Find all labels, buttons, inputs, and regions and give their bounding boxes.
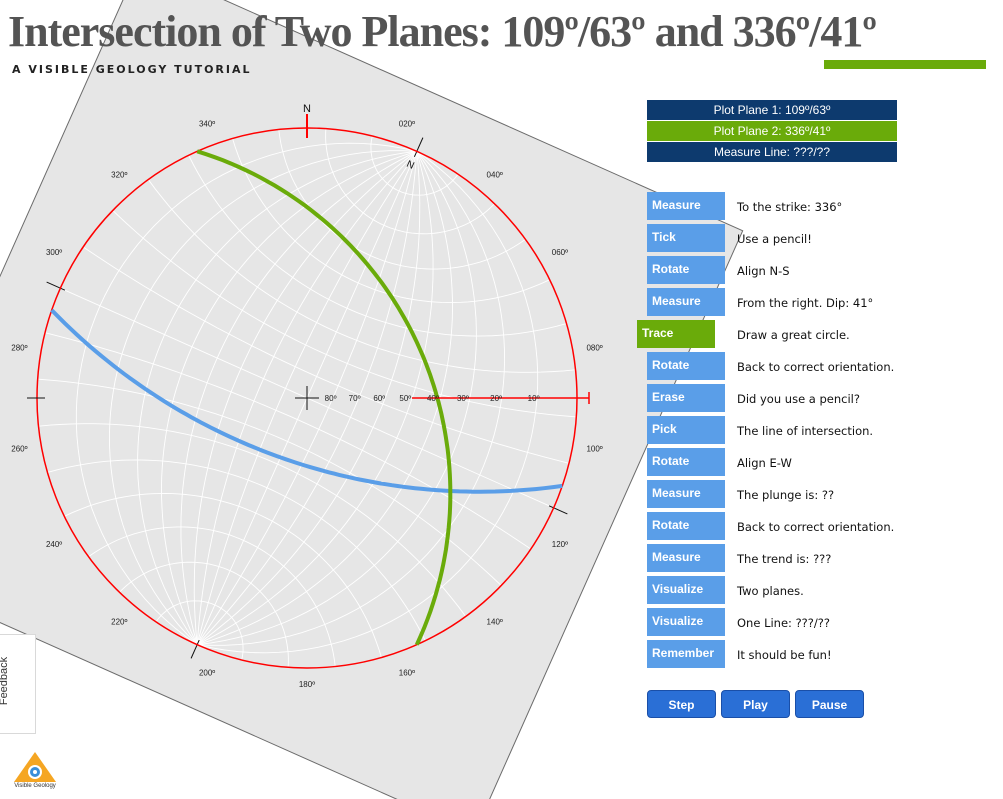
step-row: Visualize Two planes.: [637, 576, 997, 604]
overlay-north-tick: [413, 137, 424, 158]
legend-plane-1: Plot Plane 1: 109º/63º: [647, 100, 897, 121]
overlay-tick: [548, 505, 568, 515]
step-row: Tick Use a pencil!: [637, 224, 997, 252]
north-label: N: [303, 103, 311, 115]
step-button-measure[interactable]: Measure: [647, 544, 725, 572]
dip-scale-label: 10º: [528, 394, 540, 403]
dip-scale-label: 60º: [373, 394, 385, 403]
step-row: Rotate Align N-S: [637, 256, 997, 284]
step-description: Two planes.: [737, 584, 804, 598]
title-underline: [824, 60, 986, 69]
pause-button[interactable]: Pause: [795, 690, 864, 718]
plane-1-great-circle: [50, 308, 563, 494]
azimuth-label: 340º: [199, 120, 215, 129]
step-description: Back to correct orientation.: [737, 520, 895, 534]
step-description: It should be fun!: [737, 648, 832, 662]
dip-scale-label: 80º: [325, 394, 337, 403]
step-row: Erase Did you use a pencil?: [637, 384, 997, 412]
azimuth-label: 220º: [111, 618, 127, 627]
step-button-measure[interactable]: Measure: [647, 192, 725, 220]
azimuth-label: 200º: [199, 668, 215, 677]
azimuth-label: 320º: [111, 170, 127, 179]
azimuth-label: 080º: [586, 343, 602, 352]
step-description: Did you use a pencil?: [737, 392, 860, 406]
step-description: Align N-S: [737, 264, 790, 278]
step-description: One Line: ???/??: [737, 616, 830, 630]
overlay-tick: [190, 639, 200, 659]
step-description: Use a pencil!: [737, 232, 812, 246]
azimuth-label: 120º: [552, 540, 568, 549]
logo-icon: [14, 752, 56, 782]
dip-scale-label: 20º: [490, 394, 502, 403]
step-button-rotate[interactable]: Rotate: [647, 256, 725, 284]
step-button-remember[interactable]: Remember: [647, 640, 725, 668]
step-description: The plunge is: ??: [737, 488, 835, 502]
azimuth-label: 160º: [399, 668, 415, 677]
legend-measure-line: Measure Line: ???/??: [647, 142, 897, 163]
step-row: Trace Draw a great circle.: [637, 320, 997, 348]
azimuth-label: 180º: [299, 680, 315, 689]
play-button[interactable]: Play: [721, 690, 790, 718]
step-description: Draw a great circle.: [737, 328, 850, 342]
azimuth-label: 300º: [46, 248, 62, 257]
step-description: The trend is: ???: [737, 552, 832, 566]
page-subtitle: A VISIBLE GEOLOGY TUTORIAL: [12, 63, 252, 76]
step-description: To the strike: 336°: [737, 200, 843, 214]
overlay-north-label: N: [405, 159, 416, 172]
page-title: Intersection of Two Planes: 109º/63º and…: [8, 7, 877, 56]
step-button-tick[interactable]: Tick: [647, 224, 725, 252]
step-description: Back to correct orientation.: [737, 360, 895, 374]
step-description: The line of intersection.: [737, 424, 874, 438]
dip-scale-label: 70º: [349, 394, 361, 403]
azimuth-label: 040º: [487, 170, 503, 179]
step-button-rotate[interactable]: Rotate: [647, 352, 725, 380]
azimuth-label: 260º: [11, 445, 27, 454]
step-row: Measure The trend is: ???: [637, 544, 997, 572]
azimuth-label: 280º: [11, 343, 27, 352]
step-row: Pick The line of intersection.: [637, 416, 997, 444]
feedback-label: Feedback: [0, 656, 11, 706]
step-description: Align E-W: [737, 456, 792, 470]
legend-panel: Plot Plane 1: 109º/63º Plot Plane 2: 336…: [647, 100, 897, 163]
azimuth-label: 100º: [586, 445, 602, 454]
step-button[interactable]: Step: [647, 690, 716, 718]
azimuth-label: 140º: [487, 618, 503, 627]
overlay-tick: [46, 281, 66, 291]
step-button-trace[interactable]: Trace: [637, 320, 715, 348]
step-row: Measure To the strike: 336°: [637, 192, 997, 220]
step-description: From the right. Dip: 41°: [737, 296, 874, 310]
logo-label: Visible Geology: [14, 783, 56, 789]
step-button-visualize[interactable]: Visualize: [647, 576, 725, 604]
dip-scale-label: 30º: [457, 394, 469, 403]
azimuth-label: 060º: [552, 248, 568, 257]
step-row: Rotate Back to correct orientation.: [637, 352, 997, 380]
azimuth-label: 020º: [399, 120, 415, 129]
step-row: Rotate Back to correct orientation.: [637, 512, 997, 540]
step-row: Remember It should be fun!: [637, 640, 997, 668]
step-row: Measure The plunge is: ??: [637, 480, 997, 508]
step-button-rotate[interactable]: Rotate: [647, 448, 725, 476]
azimuth-label: 240º: [46, 540, 62, 549]
step-button-measure[interactable]: Measure: [647, 288, 725, 316]
feedback-tab[interactable]: Feedback: [0, 634, 36, 734]
step-row: Measure From the right. Dip: 41°: [637, 288, 997, 316]
step-button-pick[interactable]: Pick: [647, 416, 725, 444]
step-row: Rotate Align E-W: [637, 448, 997, 476]
visible-geology-logo[interactable]: Visible Geology: [12, 750, 58, 792]
step-button-erase[interactable]: Erase: [647, 384, 725, 412]
step-button-visualize[interactable]: Visualize: [647, 608, 725, 636]
dip-scale-label: 50º: [399, 394, 411, 403]
step-button-measure[interactable]: Measure: [647, 480, 725, 508]
legend-plane-2: Plot Plane 2: 336º/41º: [647, 121, 897, 142]
dip-scale-label: 40º: [427, 394, 439, 403]
plane-2-great-circle: [196, 149, 453, 646]
step-row: Visualize One Line: ???/??: [637, 608, 997, 636]
overlay-sheet: N: [0, 0, 744, 799]
step-button-rotate[interactable]: Rotate: [647, 512, 725, 540]
